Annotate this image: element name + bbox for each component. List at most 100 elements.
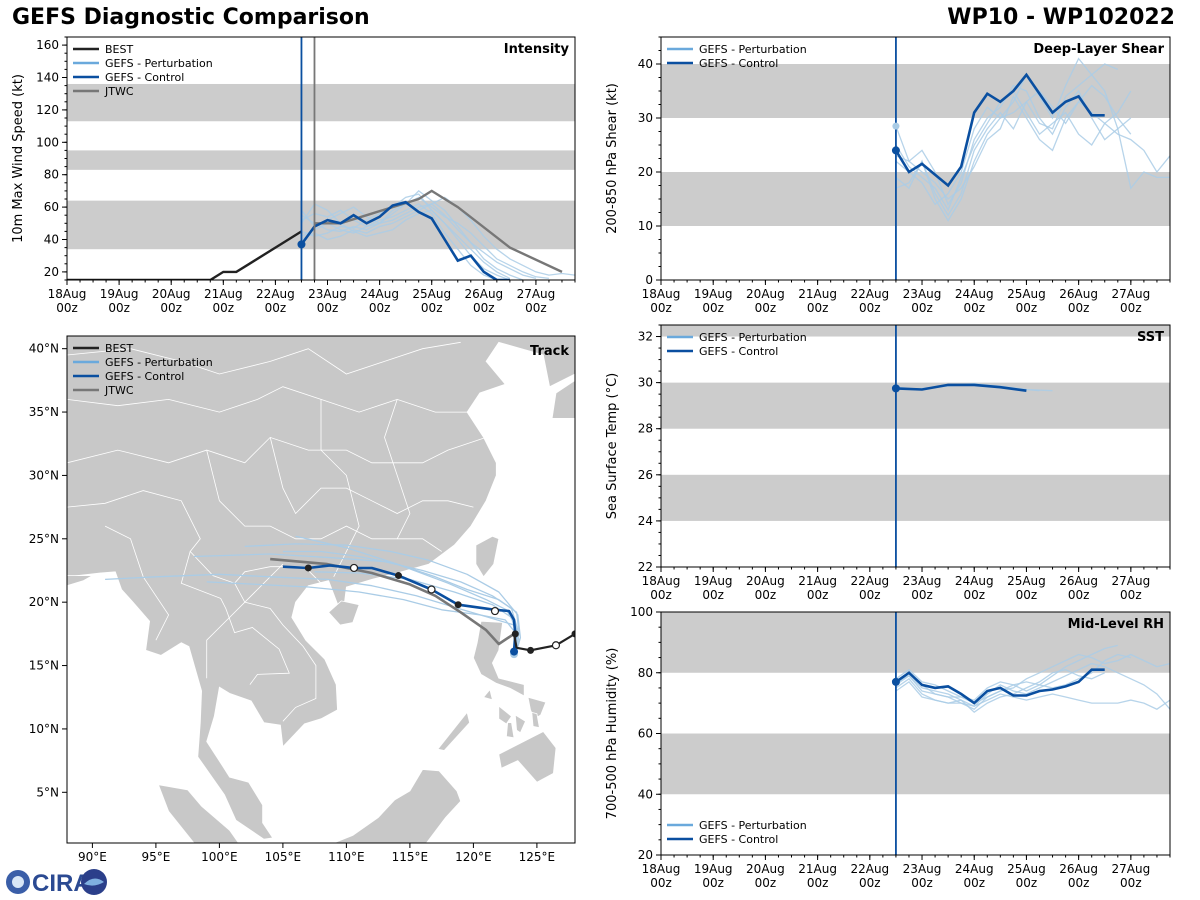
threshold-band [661,325,1170,337]
leyte [531,711,540,729]
x-tick-label: 00z [963,301,985,315]
mindanao [498,730,557,783]
x-tick-label: 22Aug [850,862,889,876]
y-tick-label: 20 [638,165,653,179]
threshold-band [661,64,1170,118]
x-tick-label: 24Aug [955,862,994,876]
x-tick-label: 19Aug [694,862,733,876]
threshold-band [67,150,575,170]
border-provinces-2 [67,386,468,413]
track-marker-00z [304,564,312,572]
border-indochina [180,551,290,685]
border-china-south [67,490,322,584]
perturbation-track [206,581,516,648]
x-tick-label: 00z [1068,876,1090,890]
series-line-gefs-perturbation [895,84,1132,206]
series-line-gefs-perturbation [895,63,1119,206]
series-line-gefs-control [895,668,1105,705]
x-tick-label: 120°E [455,850,492,864]
legend-label: GEFS - Control [699,833,778,846]
perturbation-track [282,550,520,654]
track-marker-00z [454,601,462,609]
legend-label: GEFS - Perturbation [105,356,213,369]
x-tick-label: 23Aug [903,287,942,301]
perturbation-track [244,543,522,656]
x-tick-label: 00z [755,588,777,602]
x-tick-label: 00z [56,301,78,315]
border-interior [206,563,284,679]
series-line-best [67,230,303,280]
legend-label: GEFS - Perturbation [699,331,807,344]
series-line-gefs-control [300,200,510,280]
series-line-gefs-perturbation [895,669,1105,714]
y-tick-label: 26 [638,468,653,482]
legend-label: GEFS - Perturbation [699,819,807,832]
series-line-gefs-perturbation [895,662,1170,710]
panel-title: Deep-Layer Shear [1033,42,1164,57]
x-tick-label: 00z [859,876,881,890]
x-tick-label: 24Aug [360,287,399,301]
x-tick-label: 00z [421,301,443,315]
legend-label: BEST [105,342,133,355]
x-tick-label: 26Aug [1059,862,1098,876]
x-tick-label: 00z [807,588,829,602]
legend-label: GEFS - Perturbation [699,43,807,56]
panel-title: Mid-Level RH [1068,617,1164,632]
logo-seal-wave-icon [84,878,104,886]
best-marker-12z [551,641,561,650]
x-tick-label: 25Aug [1007,574,1046,588]
series-line-gefs-perturbation [300,196,549,280]
init-point-member [892,122,900,130]
track-marker-00z [394,572,402,580]
series-line-gefs-control [894,72,1105,188]
series-line-gefs-perturbation [301,203,537,280]
logo-text: CIRA [32,870,91,897]
y-tick-label: 30 [638,111,653,125]
init-point [891,146,900,155]
x-tick-label: 22Aug [256,287,295,301]
track-marker-12z [349,563,359,573]
axes-frame [66,335,576,844]
x-tick-label: 100°E [201,850,238,864]
x-tick-label: 21Aug [798,862,837,876]
panel-title: SST [1137,330,1164,345]
coast-bangladesh [67,575,94,587]
y-tick-label: 40 [44,233,59,247]
legend-label: GEFS - Control [105,71,184,84]
border-provinces-1 [67,436,487,464]
y-tick-label: 80 [638,666,653,680]
legend-label: GEFS - Control [699,57,778,70]
y-tick-label: 80 [44,168,59,182]
taiwan [475,535,500,578]
x-tick-label: 23Aug [903,574,942,588]
x-tick-label: 19Aug [694,287,733,301]
border-provinces-4 [206,450,442,552]
border-provinces-6 [320,399,360,577]
x-tick-label: 22Aug [850,574,889,588]
x-tick-label: 00z [650,301,672,315]
legend-label: GEFS - Perturbation [105,57,213,70]
x-tick-label: 20Aug [746,287,785,301]
panel-title: Track [530,344,569,359]
x-tick-label: 24Aug [955,287,994,301]
x-tick-label: 26Aug [464,287,503,301]
cebu [514,714,527,734]
x-tick-label: 00z [911,876,933,890]
x-tick-label: 00z [265,301,287,315]
mainland [67,336,575,840]
threshold-band [661,733,1170,795]
panel-rh: 2040608010018Aug00z19Aug00z20Aug00z21Aug… [605,605,1171,890]
korea [551,379,575,419]
best-marker-00z [527,646,535,654]
y-tick-label: 35°N [29,405,59,419]
x-tick-label: 00z [473,301,495,315]
x-tick-label: 18Aug [642,862,681,876]
series-line-gefs-perturbation [895,84,1132,217]
series-line-gefs-perturbation [895,653,1131,704]
series-group [895,644,1170,714]
legend-label: JTWC [104,85,134,98]
border-laos-vietnam [234,583,317,722]
